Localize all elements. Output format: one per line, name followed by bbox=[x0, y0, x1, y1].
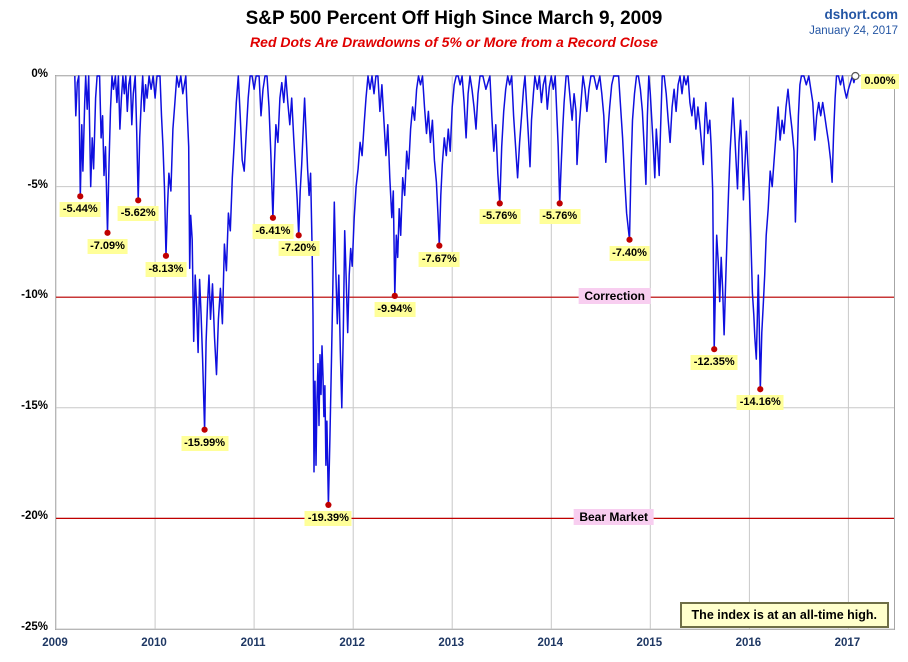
note-box: The index is at an all-time high. bbox=[679, 602, 889, 628]
chart-title: S&P 500 Percent Off High Since March 9, … bbox=[245, 8, 663, 29]
y-tick-label: -15% bbox=[21, 399, 48, 412]
drawdown-value-label: -7.20% bbox=[278, 241, 320, 257]
x-tick-label: 2014 bbox=[537, 637, 564, 649]
source-block: dshort.com January 24, 2017 bbox=[809, 7, 898, 37]
x-tick-label: 2012 bbox=[339, 637, 365, 649]
y-tick-label: -5% bbox=[27, 178, 48, 191]
drawdown-value-label: -8.13% bbox=[145, 261, 187, 277]
drawdown-value-label: -7.09% bbox=[87, 238, 128, 254]
drawdown-dot bbox=[77, 193, 84, 200]
drawdown-value-label: -12.35% bbox=[690, 355, 738, 371]
x-tick-label: 2015 bbox=[636, 637, 663, 649]
drawdown-value-label: -5.76% bbox=[539, 209, 581, 225]
chart-svg bbox=[55, 71, 894, 630]
drawdown-value-label: -14.16% bbox=[736, 395, 784, 411]
reference-line-label: Correction bbox=[578, 288, 651, 305]
drawdown-value-label: -7.67% bbox=[418, 251, 460, 267]
drawdown-value-label: -15.99% bbox=[181, 435, 229, 451]
chart-subtitle: Red Dots Are Drawdowns of 5% or More fro… bbox=[250, 34, 658, 50]
drawdown-dot bbox=[269, 214, 277, 221]
x-tick-label: 2011 bbox=[240, 637, 266, 649]
all-time-high-dot bbox=[851, 71, 860, 81]
drawdown-value-label: -19.39% bbox=[304, 510, 352, 526]
drawdown-value-label: -9.94% bbox=[374, 301, 416, 317]
drawdown-value-label: -5.62% bbox=[117, 206, 159, 222]
drawdown-value-label: -5.44% bbox=[59, 202, 101, 218]
drawdown-dot bbox=[436, 242, 443, 249]
drawdown-dot bbox=[104, 229, 111, 236]
drawdown-dot bbox=[496, 200, 503, 207]
drawdown-dot bbox=[201, 426, 208, 433]
drawdown-dot bbox=[325, 501, 332, 509]
reference-line-label: Bear Market bbox=[573, 509, 655, 526]
drawdown-dot bbox=[391, 292, 398, 299]
drawdown-value-label: 0.00% bbox=[861, 74, 899, 89]
x-tick-label: 2017 bbox=[834, 637, 861, 649]
plot-area: The index is at an all-time high. -5.44%… bbox=[55, 71, 899, 630]
drawdown-dot bbox=[556, 200, 563, 207]
drawdown-dot bbox=[626, 236, 633, 243]
y-tick-label: -25% bbox=[21, 621, 48, 633]
x-tick-label: 2016 bbox=[735, 637, 762, 649]
y-tick-label: 0% bbox=[31, 68, 48, 80]
x-tick-label: 2009 bbox=[42, 637, 68, 649]
drawdown-value-label: -6.41% bbox=[252, 223, 294, 239]
source-site-label: dshort.com bbox=[824, 7, 898, 22]
drawdown-dot bbox=[757, 386, 764, 393]
drawdown-value-label: -7.40% bbox=[609, 245, 650, 261]
drawdown-line bbox=[74, 75, 857, 506]
drawdown-dot bbox=[295, 232, 302, 239]
drawdown-value-label: -5.76% bbox=[479, 209, 521, 225]
source-date-label: January 24, 2017 bbox=[809, 25, 898, 37]
x-tick-label: 2010 bbox=[141, 637, 167, 649]
y-tick-label: -20% bbox=[21, 510, 48, 523]
y-tick-label: -10% bbox=[21, 289, 48, 302]
drawdown-dot bbox=[162, 252, 170, 259]
drawdown-dot bbox=[711, 346, 718, 353]
x-tick-label: 2013 bbox=[438, 637, 464, 649]
drawdown-dot bbox=[135, 197, 142, 204]
